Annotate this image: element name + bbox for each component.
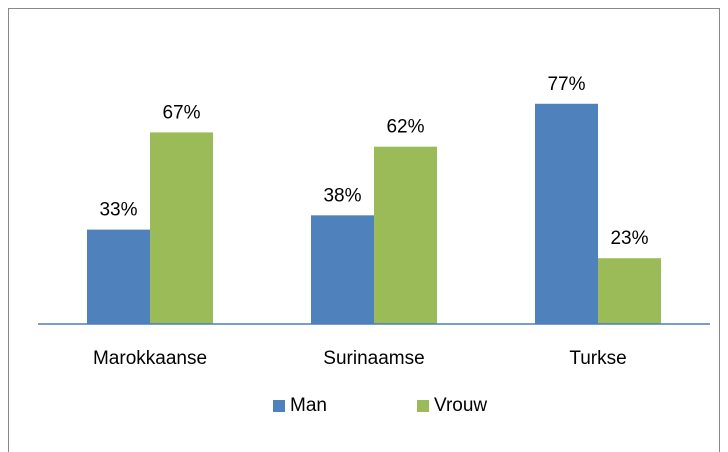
data-label: 67% — [162, 102, 200, 123]
data-label: 23% — [610, 228, 648, 249]
legend-swatch — [417, 400, 429, 412]
data-label: 62% — [386, 117, 424, 138]
data-label: 38% — [323, 185, 361, 206]
legend-label: Vrouw — [434, 395, 487, 416]
bar — [374, 146, 437, 324]
data-label: 33% — [99, 200, 137, 221]
bar — [87, 229, 150, 324]
data-label: 77% — [547, 74, 585, 95]
bar — [535, 103, 598, 324]
x-tick-label: Marokkaanse — [93, 348, 207, 369]
bar — [598, 258, 661, 324]
legend-label: Man — [290, 395, 327, 416]
bar — [311, 215, 374, 324]
x-tick-label: Turkse — [569, 348, 626, 369]
bar — [150, 132, 213, 324]
x-tick-label: Surinaamse — [323, 348, 424, 369]
legend-swatch — [273, 400, 285, 412]
